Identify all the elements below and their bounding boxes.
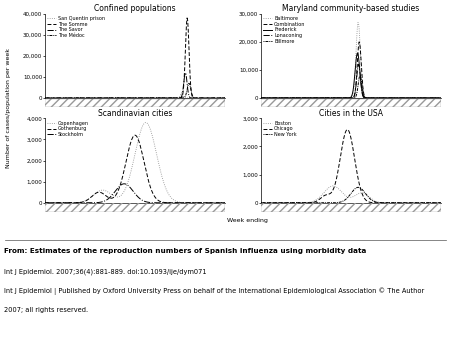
Legend: San Quentin prison, The Somme, The Savor, The Médoc: San Quentin prison, The Somme, The Savor… xyxy=(46,15,106,39)
Legend: Boston, Chicago, New York: Boston, Chicago, New York xyxy=(262,120,298,138)
Text: 2007; all rights reserved.: 2007; all rights reserved. xyxy=(4,307,89,313)
Legend: Baltimore, Combination, Frederick, Lonaconing, Billmore: Baltimore, Combination, Frederick, Lonac… xyxy=(262,15,306,45)
Text: From: Estimates of the reproduction numbers of Spanish influenza using morbidity: From: Estimates of the reproduction numb… xyxy=(4,248,367,255)
Text: Int J Epidemiol. 2007;36(4):881-889. doi:10.1093/ije/dym071: Int J Epidemiol. 2007;36(4):881-889. doi… xyxy=(4,268,207,274)
Title: Cities in the USA: Cities in the USA xyxy=(319,109,383,118)
Text: Number of cases/population per week: Number of cases/population per week xyxy=(6,48,12,168)
Legend: Copenhagen, Gothenburg, Stockholm: Copenhagen, Gothenburg, Stockholm xyxy=(46,120,90,138)
Text: Int J Epidemiol | Published by Oxford University Press on behalf of the Internat: Int J Epidemiol | Published by Oxford Un… xyxy=(4,288,425,295)
Title: Scandinavian cities: Scandinavian cities xyxy=(98,109,172,118)
Title: Maryland community-based studies: Maryland community-based studies xyxy=(283,4,419,14)
Title: Confined populations: Confined populations xyxy=(94,4,176,14)
Text: Week ending: Week ending xyxy=(227,218,268,223)
